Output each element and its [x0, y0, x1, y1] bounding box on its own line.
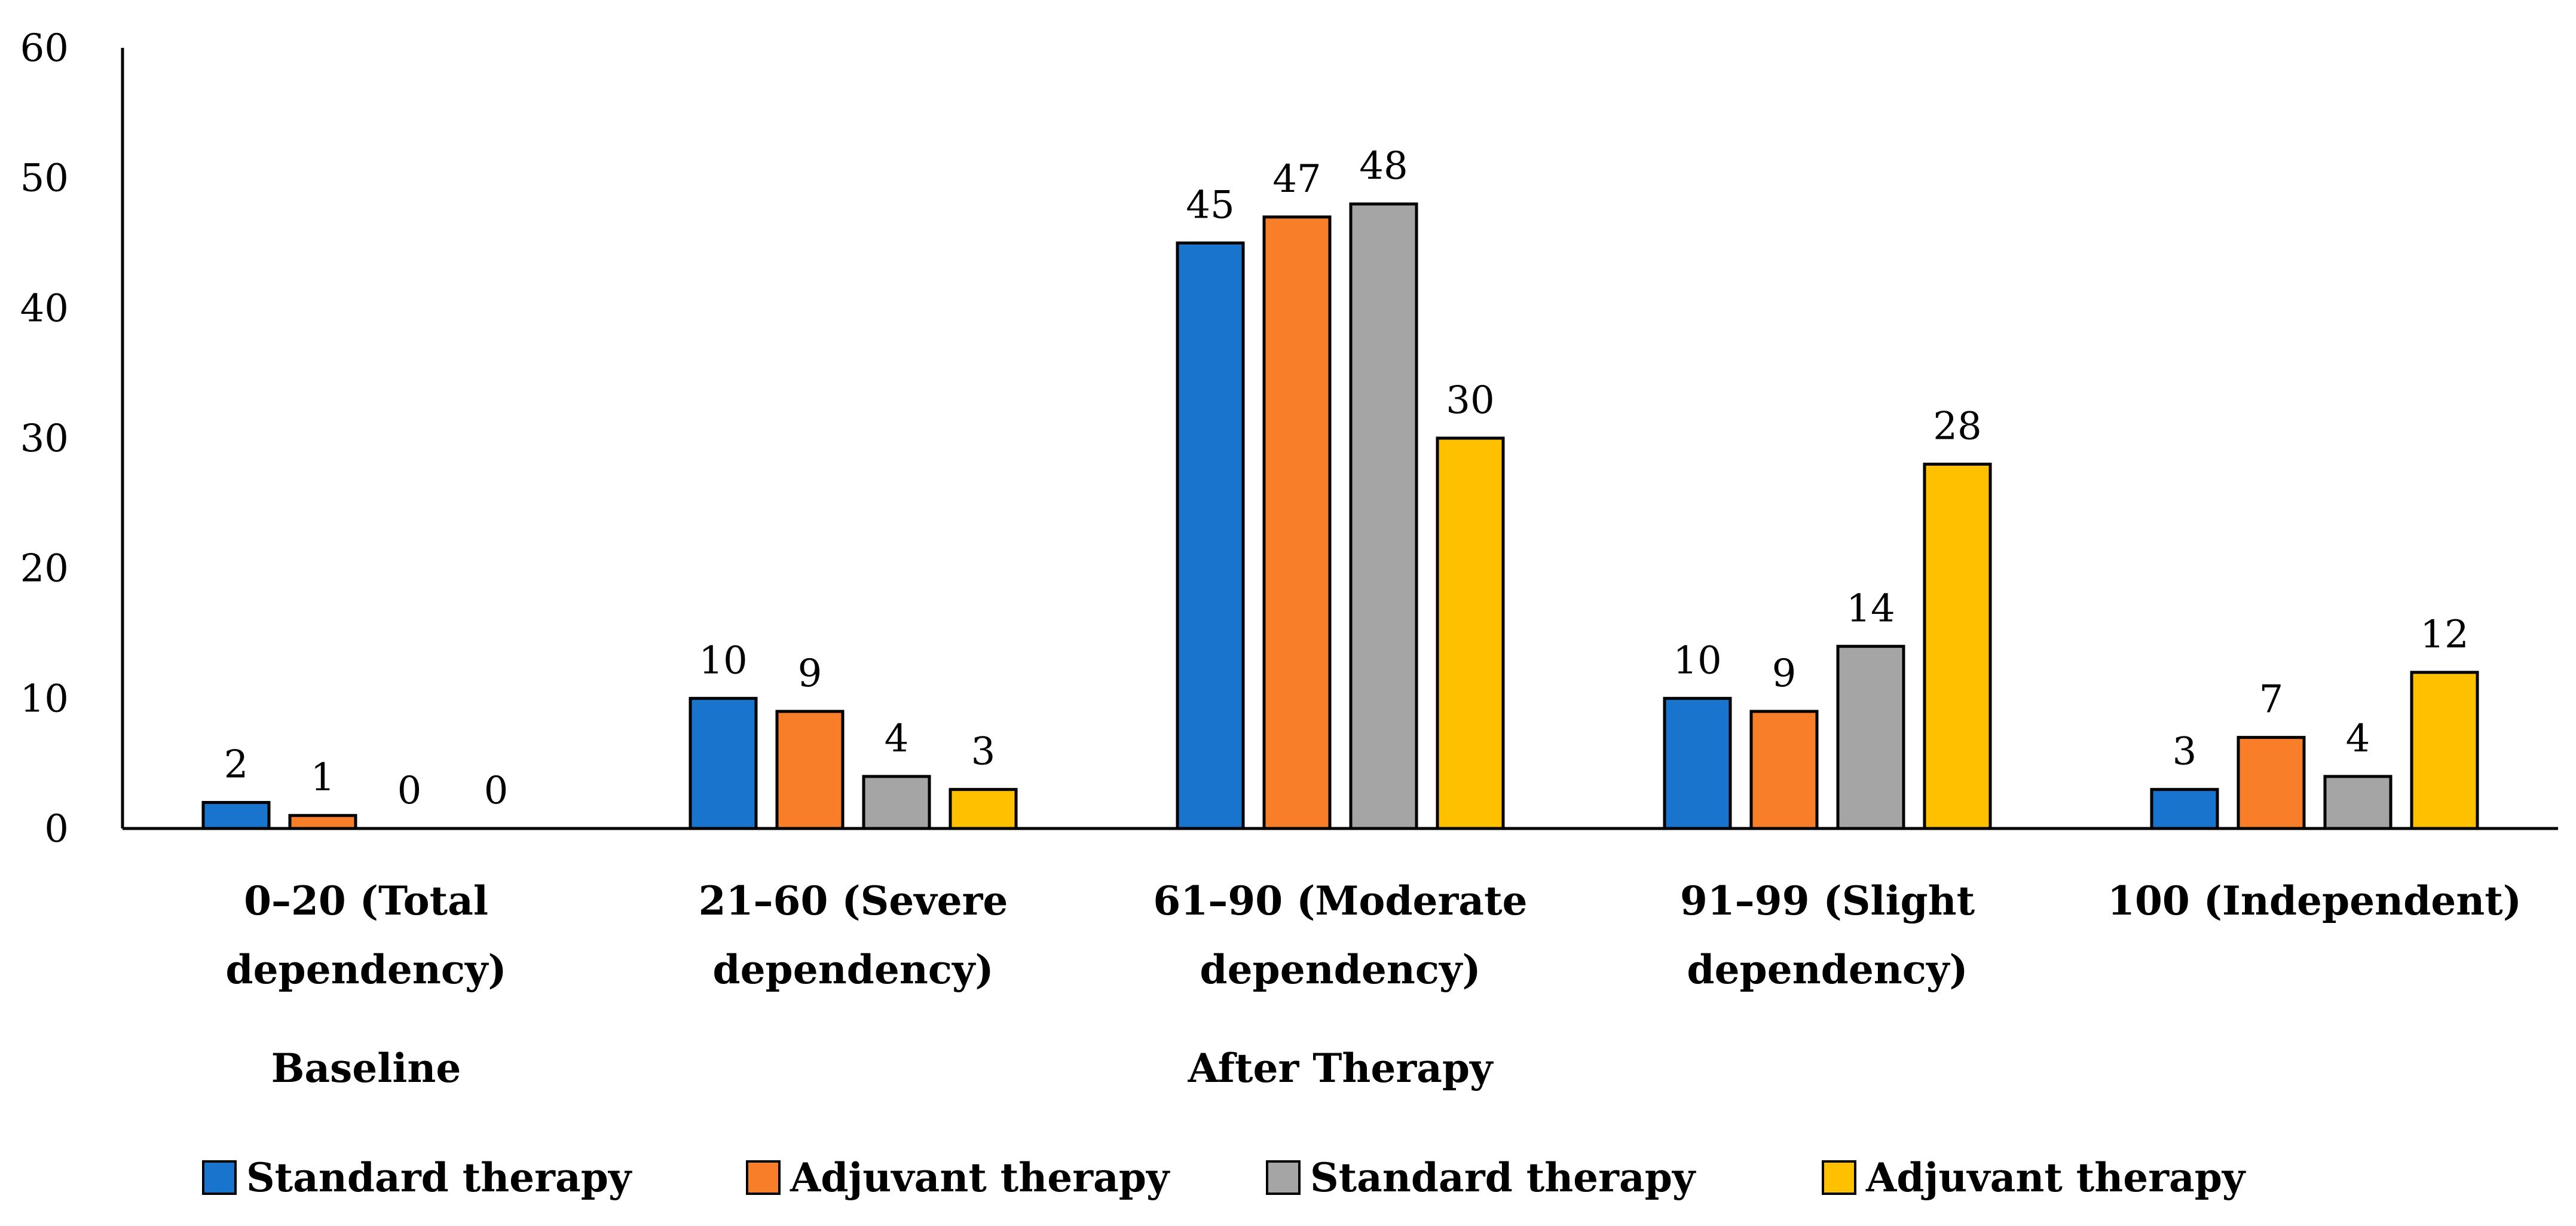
group-labels: Baseline After Therapy — [271, 1045, 1494, 1092]
bar — [1836, 644, 1905, 830]
legend-swatch — [1266, 1160, 1301, 1195]
bar — [201, 800, 271, 830]
bar — [1663, 696, 1732, 830]
data-label: 14 — [1846, 586, 1895, 631]
group-label: After Therapy — [1188, 1045, 1494, 1092]
data-label: 2 — [224, 742, 249, 787]
bar — [2237, 736, 2306, 830]
category-label: dependency) — [225, 946, 506, 993]
bar — [1349, 202, 1418, 830]
bar — [2323, 775, 2393, 830]
legend: Standard therapy Adjuvant therapy Standard… — [202, 1154, 2246, 1201]
data-label: 10 — [699, 638, 747, 683]
category-label: dependency) — [1687, 946, 1968, 993]
category-label: dependency) — [1200, 946, 1480, 993]
bar — [1749, 710, 1819, 830]
legend-swatch — [746, 1160, 781, 1195]
y-tick-label: 30 — [20, 417, 69, 461]
legend-label: Adjuvant therapy — [1865, 1154, 2246, 1201]
data-label: 47 — [1272, 157, 1321, 201]
legend-swatch — [1822, 1160, 1856, 1195]
data-label: 9 — [1772, 652, 1797, 696]
bar — [2150, 788, 2219, 830]
data-label: 4 — [2346, 717, 2370, 761]
category-labels: 0–20 (Total dependency) 21–60 (Severe depen… — [225, 878, 2522, 993]
data-label: 48 — [1359, 144, 1408, 188]
y-tick-label: 20 — [20, 547, 69, 591]
data-label: 4 — [885, 717, 909, 761]
legend-label: Standard therapy — [1310, 1154, 1696, 1201]
data-label: 10 — [1673, 638, 1721, 683]
bar — [1923, 463, 1992, 830]
y-tick-label: 0 — [44, 807, 69, 851]
data-label: 3 — [971, 730, 996, 774]
bar — [2410, 671, 2479, 830]
category-label: 21–60 (Severe — [699, 878, 1008, 924]
y-tick-label: 60 — [20, 26, 69, 71]
bar — [288, 814, 357, 830]
legend-label: Adjuvant therapy — [790, 1154, 1170, 1201]
data-label: 3 — [2173, 730, 2197, 774]
category-label: 61–90 (Moderate — [1153, 878, 1527, 924]
data-label: 45 — [1186, 184, 1234, 228]
category-label: 91–99 (Slight — [1680, 878, 1975, 924]
data-label: 0 — [484, 769, 509, 813]
y-tick-label: 40 — [20, 286, 69, 331]
bar — [1176, 241, 1245, 830]
data-label: 0 — [397, 769, 422, 813]
y-tick-label: 10 — [20, 677, 69, 721]
category-label: 100 (Independent) — [2107, 878, 2522, 924]
data-label: 9 — [798, 652, 822, 696]
bar — [862, 775, 931, 830]
bar — [1436, 436, 1505, 830]
y-tick-label: 50 — [20, 157, 69, 201]
data-label: 7 — [2259, 678, 2284, 722]
data-label: 1 — [311, 756, 335, 800]
group-label: Baseline — [271, 1045, 461, 1092]
data-label: 30 — [1446, 378, 1494, 423]
bar — [949, 788, 1018, 830]
bar — [689, 696, 758, 830]
data-label: 28 — [1933, 405, 1981, 449]
category-label: dependency) — [712, 946, 993, 993]
legend-label: Standard therapy — [246, 1154, 632, 1201]
bar — [775, 710, 845, 830]
data-label: 12 — [2420, 613, 2468, 657]
y-axis: 0 10 20 30 40 50 60 — [20, 26, 124, 851]
bar — [1262, 215, 1332, 830]
legend-swatch — [202, 1160, 237, 1195]
bars — [201, 202, 2479, 830]
category-label: 0–20 (Total — [244, 878, 488, 924]
